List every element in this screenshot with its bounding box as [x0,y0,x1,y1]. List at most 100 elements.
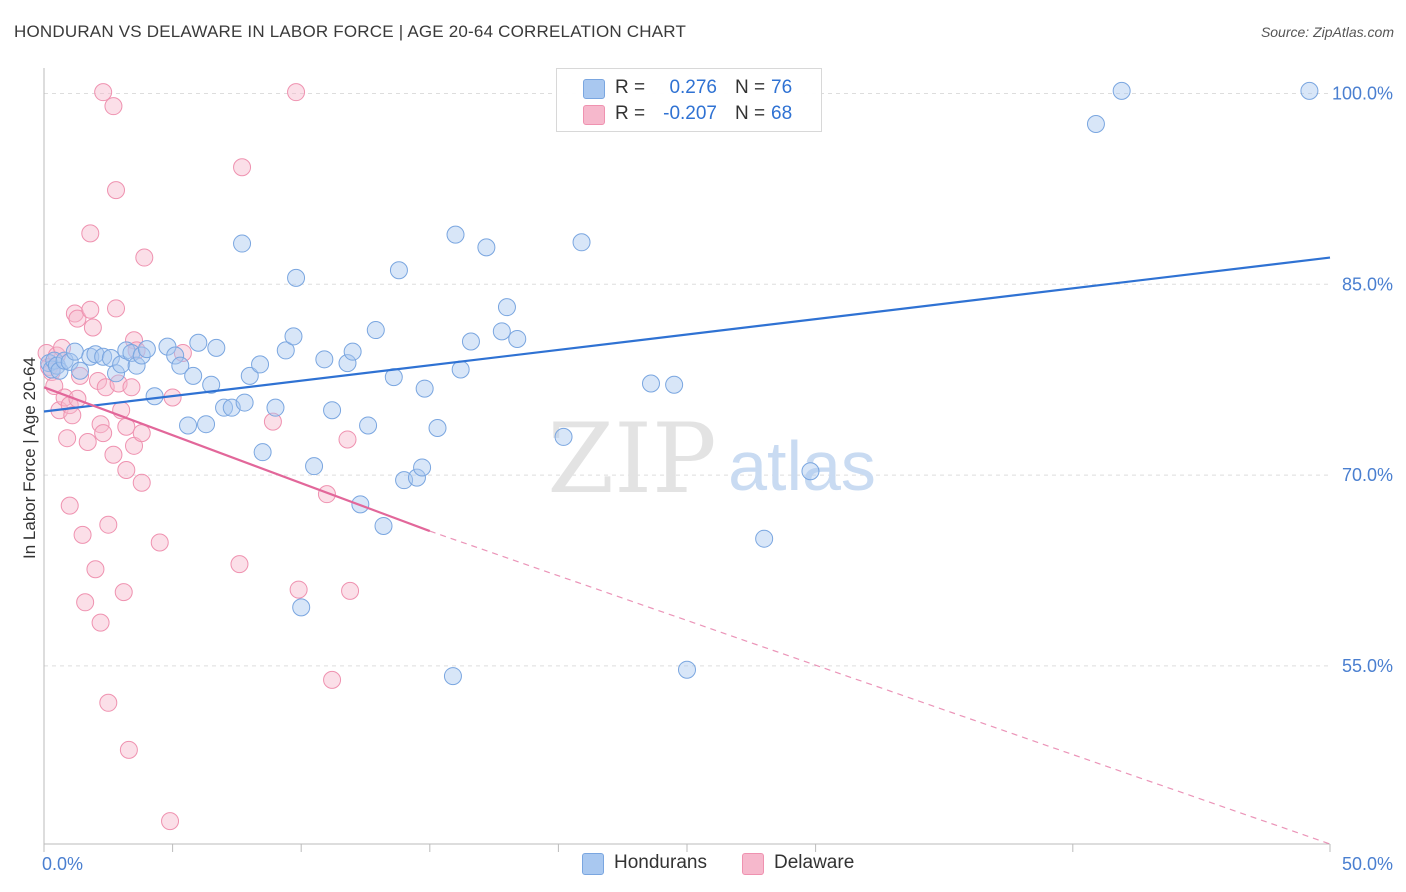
hondurans-point [60,352,79,371]
hondurans-point [1112,81,1131,100]
n-value: 76 [771,77,793,98]
legend-row-hondurans: R = 0.276 N = 76 [557,75,821,101]
hondurans-point [477,238,496,257]
hondurans-point [215,398,234,417]
delaware-swatch [742,853,764,875]
hondurans-point [127,356,146,375]
hondurans-point [50,361,69,380]
delaware-point [94,83,113,102]
hondurans-point [189,333,208,352]
hondurans-point [665,375,684,394]
delaware-point [71,366,90,385]
delaware-point [230,555,249,574]
delaware-points [37,83,360,831]
hondurans-point [202,375,221,394]
hondurans-point [81,347,100,366]
legend-row-delaware: R = -0.207 N = 68 [557,101,821,127]
delaware-point [132,424,151,443]
gridlines [44,92,1330,667]
hondurans-point [112,355,131,374]
hondurans-point [94,347,113,366]
legend-label: Hondurans [614,852,707,873]
delaware-point [289,580,308,599]
hondurans-point [451,360,470,379]
hondurans-point [240,366,259,385]
delaware-point [91,613,110,632]
hondurans-point [492,322,511,341]
r-value: 0.276 [669,77,717,98]
x-tick-label: 0.0% [42,854,83,874]
watermark-atlas: atlas [728,427,876,505]
hondurans-point [71,361,90,380]
delaware-point [68,309,87,328]
delaware-swatch [583,105,605,125]
hondurans-point [207,338,226,357]
hondurans-point [366,321,385,340]
hondurans-trend-line [43,256,1331,413]
hondurans-point [266,398,285,417]
x-tick-labels: 0.0% 50.0% [42,854,1393,874]
delaware-point [99,515,118,534]
delaware-point [117,460,136,479]
watermark: ZIP atlas [547,403,876,515]
delaware-point [58,429,77,448]
delaware-point [122,378,141,397]
delaware-point [114,583,133,602]
hondurans-point [461,332,480,351]
delaware-point [63,406,82,425]
delaware-point [107,299,126,318]
r-label: R = [615,77,646,98]
hondurans-point [1086,114,1105,133]
y-tick-label: 85.0% [1342,274,1393,294]
delaware-point [323,670,342,689]
hondurans-point [446,225,465,244]
hondurans-point [292,598,311,617]
hondurans-point [166,346,185,365]
hondurans-point [413,458,432,477]
hondurans-point [184,366,203,385]
delaware-trend-extension [429,530,1331,845]
hondurans-point [45,351,64,370]
delaware-point [132,473,151,492]
r-value: -0.207 [663,103,717,124]
delaware-point [161,812,180,831]
axes [43,68,1331,852]
hondurans-point [284,327,303,346]
hondurans-point [1300,81,1319,100]
delaware-point [73,525,92,544]
hondurans-point [343,342,362,361]
hondurans-point [323,401,342,420]
legend-item-delaware[interactable]: Delaware [742,852,882,876]
delaware-point [86,560,105,579]
n-value: 68 [771,103,793,124]
legend-label: Delaware [774,852,855,873]
hondurans-point [678,660,696,679]
delaware-point [78,433,97,452]
delaware-point [135,248,154,267]
r-label: R = [615,103,646,124]
delaware-point [317,485,336,504]
hondurans-point [497,298,516,317]
hondurans-point [641,374,660,393]
delaware-point [89,371,108,390]
y-tick-label: 55.0% [1342,656,1393,676]
delaware-point [119,740,138,759]
hondurans-point [287,268,306,287]
hondurans-point [171,356,190,375]
delaware-point [338,430,357,449]
y-tick-label: 70.0% [1342,465,1393,485]
hondurans-point [374,516,393,535]
watermark-zip: ZIP [547,403,716,515]
hondurans-point [145,387,164,406]
hondurans-point [801,462,820,481]
delaware-point [81,224,100,243]
delaware-point [83,318,102,337]
hondurans-point [389,261,408,280]
delaware-point [94,424,113,443]
hondurans-point [572,233,591,252]
hondurans-point [276,341,295,360]
legend-item-hondurans[interactable]: Hondurans [582,852,722,876]
hondurans-point [338,354,357,373]
hondurans-point [235,393,254,412]
